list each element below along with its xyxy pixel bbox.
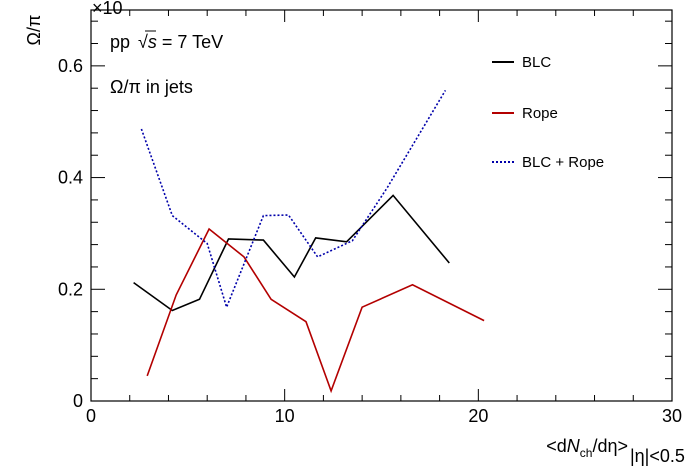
y-axis-label: Ω/π [24,15,44,46]
series-line-rope [146,227,485,394]
plot-frame-box [90,9,673,402]
x-tick-label: 30 [662,406,682,426]
y-tick-label: 0.6 [58,56,83,76]
legend: BLC Rope BLC + Rope [492,54,604,171]
tick-labels: 0 10 20 30 0 0.2 0.4 0.6 [58,56,682,426]
x-tick-label: 20 [468,406,488,426]
x-axis-label-subscript: |η|<0.5 [630,446,685,466]
subtitle-label: Ω/π in jets [110,77,193,97]
y-tick-label: 0.4 [58,168,83,188]
legend-label-blc: BLC [522,54,551,71]
series-layer [133,89,485,394]
y-tick-label: 0.2 [58,279,83,299]
y-tick-label: 0 [73,391,83,411]
exponent-label: ×10 [92,0,123,18]
collision-system-label: pp √s = 7 TeV [110,32,223,52]
x-axis-label: <dNch/dη> [546,436,628,460]
series-line-blc-rope [140,89,447,310]
axis-ticks [90,10,673,402]
legend-label-blc-rope: BLC + Rope [522,154,604,171]
series-line-blc [133,194,450,312]
legend-label-rope: Rope [522,105,558,122]
plot-frame [90,9,673,402]
x-tick-label: 0 [86,406,96,426]
x-tick-label: 10 [275,406,295,426]
